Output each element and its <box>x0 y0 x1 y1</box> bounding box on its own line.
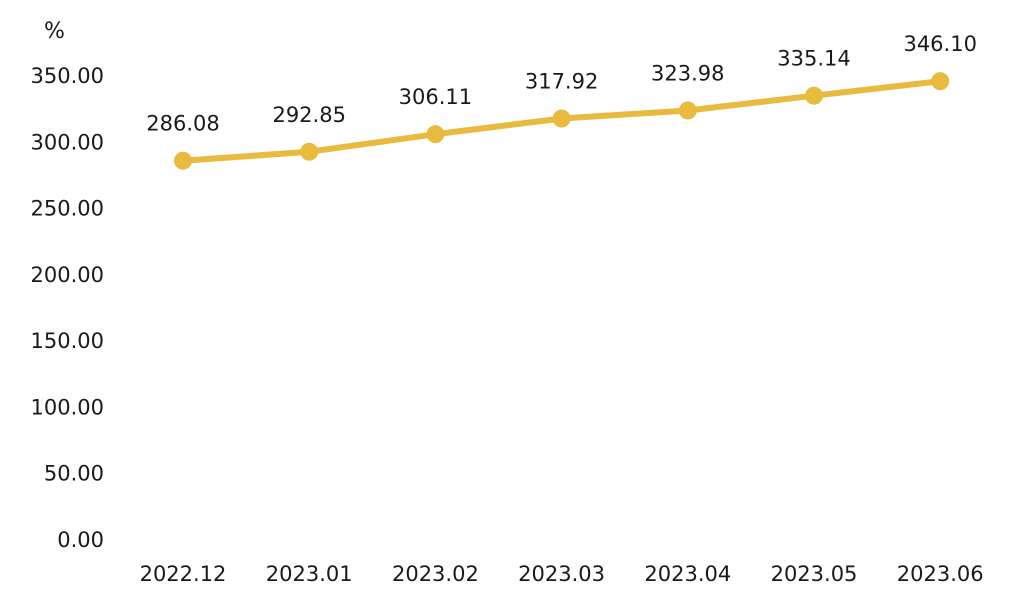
y-axis-ticks: 0.00 50.00 100.00 150.00 200.00 250.00 300.00 3… <box>31 64 104 552</box>
y-tick-label: 100.00 <box>31 395 104 419</box>
y-tick-label: 300.00 <box>31 130 104 154</box>
data-point <box>426 125 445 144</box>
y-tick-label: 0.00 <box>57 528 104 552</box>
y-tick-label: 150.00 <box>31 329 104 353</box>
data-point <box>805 86 823 105</box>
data-label: 335.14 <box>777 47 850 71</box>
x-tick-label: 2023.05 <box>771 562 858 586</box>
data-label: 286.08 <box>146 112 219 136</box>
data-point <box>552 109 571 128</box>
y-tick-label: 50.00 <box>44 462 104 486</box>
y-axis-unit-label: % <box>44 19 65 44</box>
x-tick-label: 2023.01 <box>266 562 353 586</box>
data-point <box>678 101 697 120</box>
x-axis-ticks: 2022.12 2023.01 2023.02 2023.03 2023.04 2023.… <box>140 562 984 586</box>
x-tick-label: 2023.04 <box>644 562 731 586</box>
data-label: 292.85 <box>272 103 345 127</box>
x-tick-label: 2022.12 <box>140 562 227 586</box>
y-tick-label: 350.00 <box>31 64 104 88</box>
data-point <box>174 151 192 170</box>
data-label: 317.92 <box>525 70 598 94</box>
x-tick-label: 2023.06 <box>897 562 984 586</box>
y-tick-label: 200.00 <box>31 263 104 287</box>
x-tick-label: 2023.02 <box>392 562 479 586</box>
data-point <box>300 142 319 161</box>
y-tick-label: 250.00 <box>31 197 104 221</box>
data-point <box>931 72 950 91</box>
x-tick-label: 2023.03 <box>518 562 605 586</box>
data-label: 306.11 <box>399 85 472 109</box>
data-label: 323.98 <box>651 61 724 85</box>
data-label: 346.10 <box>903 32 976 56</box>
series-group: 286.08 292.85 306.11 317.92 323.98 335.14 346.… <box>146 32 977 170</box>
